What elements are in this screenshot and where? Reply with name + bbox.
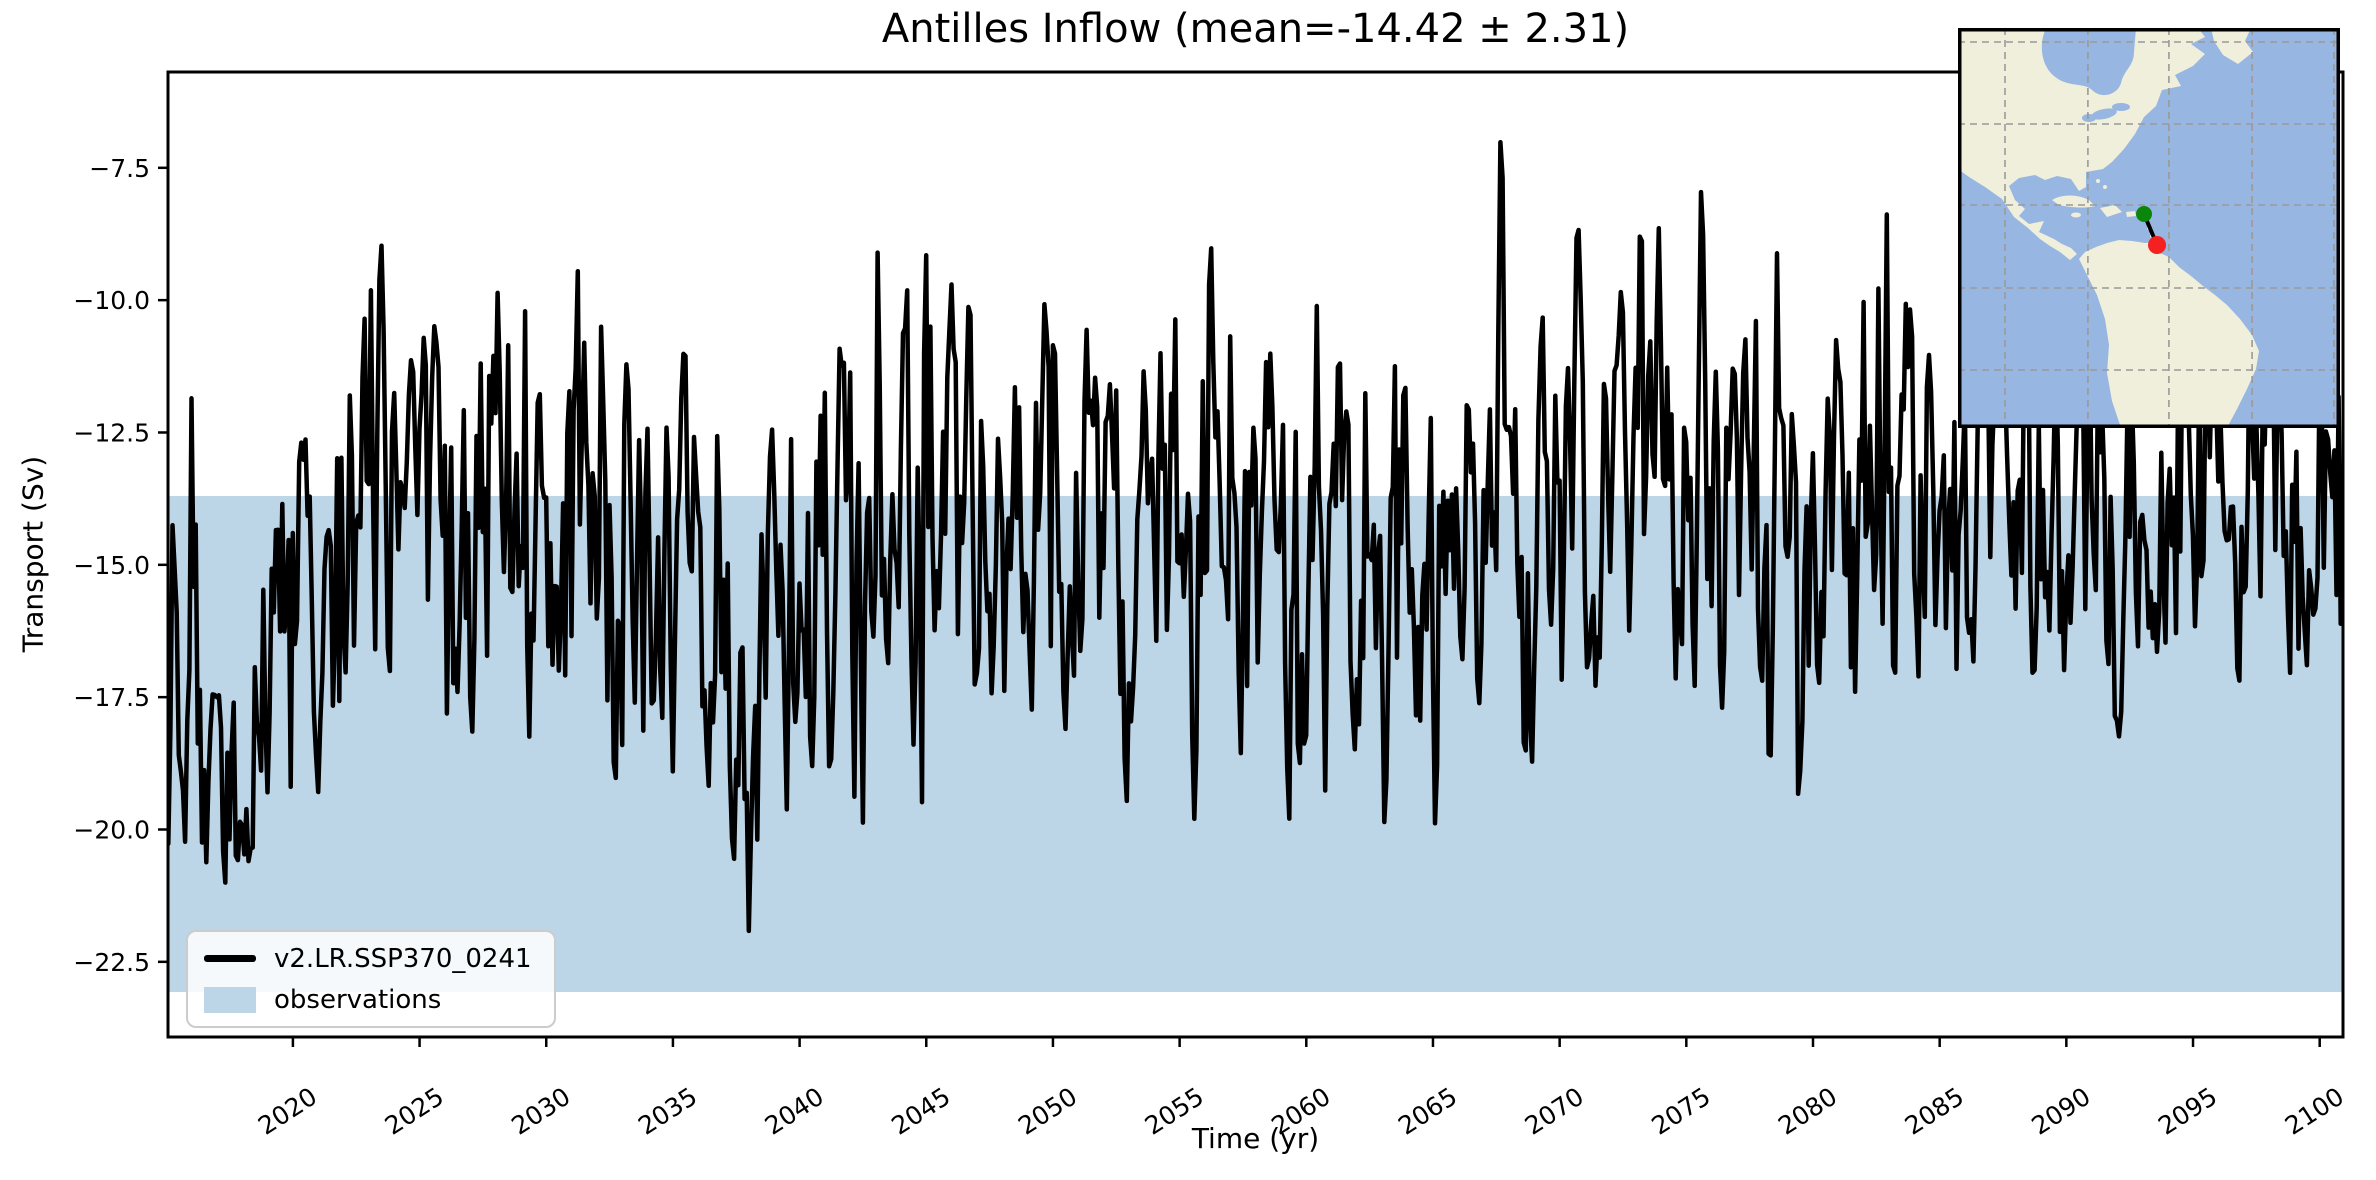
plot-border bbox=[166, 70, 2345, 1039]
map-great-lake bbox=[2112, 103, 2130, 111]
legend: v2.LR.SSP370_0241 observations bbox=[186, 930, 556, 1028]
chart-title: Antilles Inflow (mean=-14.42 ± 2.31) bbox=[881, 6, 1630, 52]
section-south-endpoint bbox=[2148, 236, 2167, 254]
y-tick-label: −10.0 bbox=[73, 286, 150, 315]
legend-observations-label: observations bbox=[274, 984, 442, 1015]
y-tick-label: −22.5 bbox=[73, 948, 150, 977]
legend-model-label: v2.LR.SSP370_0241 bbox=[274, 943, 532, 974]
map-land-north-america bbox=[1958, 28, 2205, 260]
map-great-lake bbox=[2082, 114, 2096, 122]
map-island-puerto-rico bbox=[2126, 211, 2136, 217]
legend-line-swatch bbox=[204, 955, 256, 962]
y-axis-label: Transport (Sv) bbox=[16, 455, 50, 653]
inset-map bbox=[1958, 28, 2340, 428]
map-overlays bbox=[1958, 28, 2340, 428]
map-land-greenland bbox=[2211, 28, 2253, 64]
x-axis-label: Time (yr) bbox=[1191, 1122, 1320, 1155]
map-island-jamaica bbox=[2071, 212, 2081, 218]
map-island-bahamas bbox=[2096, 179, 2100, 183]
map-island-bahamas bbox=[2103, 185, 2107, 189]
legend-patch-swatch bbox=[204, 986, 256, 1013]
y-tick-label: −17.5 bbox=[73, 683, 150, 712]
y-tick-label: −12.5 bbox=[73, 418, 150, 447]
y-tick-label: −20.0 bbox=[73, 815, 150, 844]
legend-item-model: v2.LR.SSP370_0241 bbox=[204, 942, 532, 975]
y-tick-label: −7.5 bbox=[89, 154, 150, 183]
map-border bbox=[1958, 28, 2340, 428]
y-tick-label: −15.0 bbox=[73, 551, 150, 580]
section-north-endpoint bbox=[2136, 206, 2153, 222]
map-island-hispaniola bbox=[2100, 205, 2122, 217]
map-great-lake bbox=[2091, 108, 2117, 120]
legend-item-observations: observations bbox=[204, 983, 532, 1016]
